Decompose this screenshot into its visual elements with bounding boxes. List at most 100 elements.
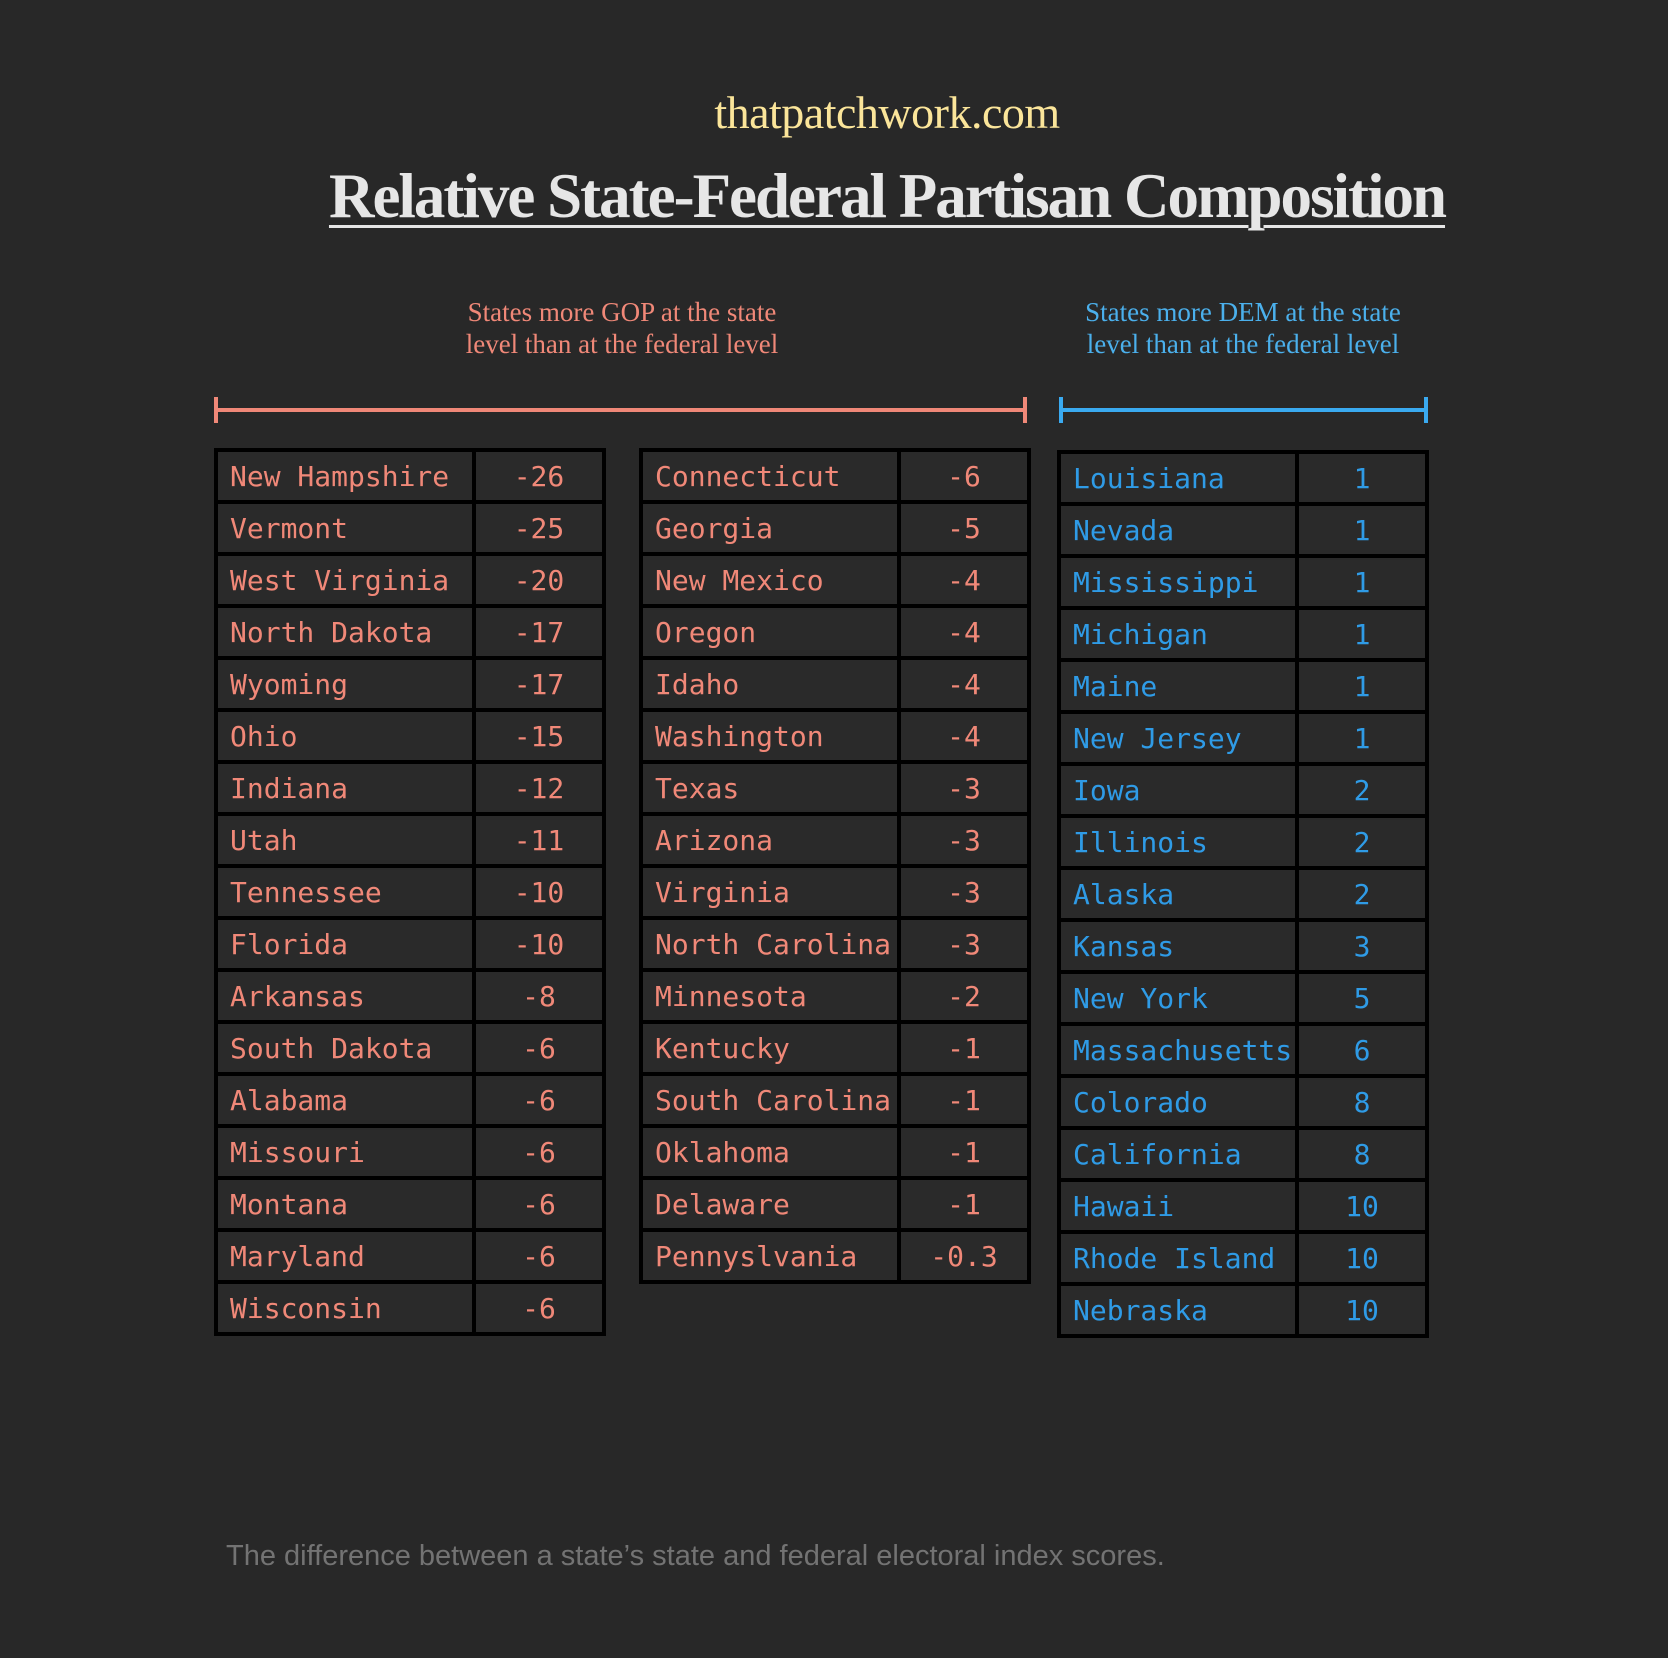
state-name: Montana <box>214 1176 476 1232</box>
state-name: Arizona <box>639 812 901 868</box>
state-name: California <box>1057 1126 1299 1182</box>
table-row: Missouri -6 <box>214 1124 606 1180</box>
state-score: -12 <box>472 760 606 816</box>
state-name: Colorado <box>1057 1074 1299 1130</box>
state-score: 1 <box>1295 554 1429 610</box>
state-name: New Mexico <box>639 552 901 608</box>
table-row: New York 5 <box>1057 970 1429 1026</box>
state-score: 1 <box>1295 710 1429 766</box>
table-row: Iowa 2 <box>1057 762 1429 818</box>
state-name: Oregon <box>639 604 901 660</box>
state-name: Minnesota <box>639 968 901 1024</box>
state-name: Kentucky <box>639 1020 901 1076</box>
table-row: Oregon -4 <box>639 604 1031 660</box>
table-row: Nebraska 10 <box>1057 1282 1429 1338</box>
state-name: New Jersey <box>1057 710 1299 766</box>
table-row: New Mexico -4 <box>639 552 1031 608</box>
state-name: New York <box>1057 970 1299 1026</box>
table-row: Wisconsin -6 <box>214 1280 606 1336</box>
state-name: North Carolina <box>639 916 901 972</box>
state-name: Virginia <box>639 864 901 920</box>
state-score: 2 <box>1295 866 1429 922</box>
table-row: Mississippi 1 <box>1057 554 1429 610</box>
dem-table: Louisiana 1 Nevada 1 Mississippi 1 Michigan 1 Ma… <box>1057 450 1429 1338</box>
state-score: 6 <box>1295 1022 1429 1078</box>
state-name: Wisconsin <box>214 1280 476 1336</box>
gop-table-left: New Hampshire -26 Vermont -25 West Virginia -… <box>214 448 606 1336</box>
state-score: -6 <box>472 1228 606 1284</box>
table-row: Maine 1 <box>1057 658 1429 714</box>
state-name: Missouri <box>214 1124 476 1180</box>
state-name: Utah <box>214 812 476 868</box>
table-row: Virginia -3 <box>639 864 1031 920</box>
table-row: Illinois 2 <box>1057 814 1429 870</box>
state-score: -2 <box>897 968 1031 1024</box>
table-row: Tennessee -10 <box>214 864 606 920</box>
state-name: Delaware <box>639 1176 901 1232</box>
state-score: -11 <box>472 812 606 868</box>
dem-bracket <box>1059 397 1428 423</box>
table-row: Massachusetts 6 <box>1057 1022 1429 1078</box>
state-score: 2 <box>1295 814 1429 870</box>
dem-heading-line: States more DEM at the state <box>1085 297 1401 327</box>
state-name: West Virginia <box>214 552 476 608</box>
state-name: Maine <box>1057 658 1299 714</box>
state-score: -8 <box>472 968 606 1024</box>
state-score: -17 <box>472 604 606 660</box>
state-name: Iowa <box>1057 762 1299 818</box>
table-row: North Carolina -3 <box>639 916 1031 972</box>
state-name: Illinois <box>1057 814 1299 870</box>
state-score: -3 <box>897 812 1031 868</box>
table-row: Indiana -12 <box>214 760 606 816</box>
state-name: South Dakota <box>214 1020 476 1076</box>
state-name: Maryland <box>214 1228 476 1284</box>
state-name: Mississippi <box>1057 554 1299 610</box>
state-name: Pennyslvania <box>639 1228 901 1284</box>
table-row: Arizona -3 <box>639 812 1031 868</box>
state-name: Vermont <box>214 500 476 556</box>
state-score: 10 <box>1295 1282 1429 1338</box>
state-score: 1 <box>1295 658 1429 714</box>
state-score: -1 <box>897 1020 1031 1076</box>
table-row: Alaska 2 <box>1057 866 1429 922</box>
state-name: Nevada <box>1057 502 1299 558</box>
gop-heading: States more GOP at the state level than … <box>422 296 822 360</box>
state-score: -15 <box>472 708 606 764</box>
state-score: -25 <box>472 500 606 556</box>
state-score: 1 <box>1295 502 1429 558</box>
state-score: -6 <box>472 1072 606 1128</box>
table-row: Vermont -25 <box>214 500 606 556</box>
table-row: Utah -11 <box>214 812 606 868</box>
state-score: -20 <box>472 552 606 608</box>
table-row: West Virginia -20 <box>214 552 606 608</box>
table-row: North Dakota -17 <box>214 604 606 660</box>
state-score: -6 <box>472 1020 606 1076</box>
state-name: Tennessee <box>214 864 476 920</box>
table-row: Rhode Island 10 <box>1057 1230 1429 1286</box>
table-row: Louisiana 1 <box>1057 450 1429 506</box>
table-row: Montana -6 <box>214 1176 606 1232</box>
state-name: Michigan <box>1057 606 1299 662</box>
state-score: -17 <box>472 656 606 712</box>
dem-heading-line: level than at the federal level <box>1086 329 1400 359</box>
state-name: New Hampshire <box>214 448 476 504</box>
state-name: Ohio <box>214 708 476 764</box>
state-score: -6 <box>897 448 1031 504</box>
gop-heading-line: level than at the federal level <box>465 329 779 359</box>
state-name: Hawaii <box>1057 1178 1299 1234</box>
state-score: -3 <box>897 916 1031 972</box>
gop-bracket-cap-right <box>1023 397 1027 423</box>
state-score: -26 <box>472 448 606 504</box>
state-name: Washington <box>639 708 901 764</box>
state-score: -6 <box>472 1124 606 1180</box>
state-score: -4 <box>897 656 1031 712</box>
table-row: Minnesota -2 <box>639 968 1031 1024</box>
state-name: Indiana <box>214 760 476 816</box>
table-row: Connecticut -6 <box>639 448 1031 504</box>
state-score: -1 <box>897 1176 1031 1232</box>
page-title: Relative State-Federal Partisan Composit… <box>328 161 1447 231</box>
state-score: 8 <box>1295 1074 1429 1130</box>
table-row: New Hampshire -26 <box>214 448 606 504</box>
state-score: -6 <box>472 1176 606 1232</box>
table-row: Colorado 8 <box>1057 1074 1429 1130</box>
